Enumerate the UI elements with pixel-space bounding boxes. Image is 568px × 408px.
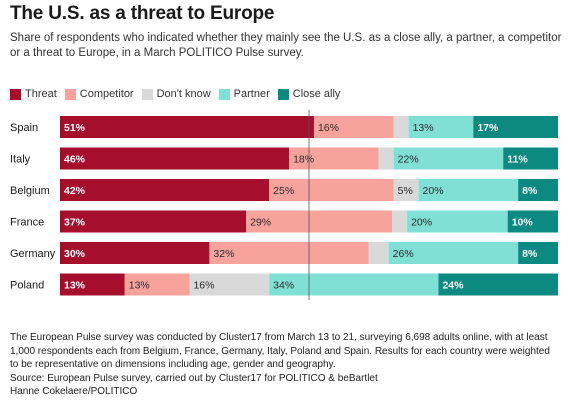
bar-segment [518,242,558,264]
data-label: 13% [129,280,150,292]
category-label: France [10,217,44,229]
data-label: 51% [64,122,86,134]
bar-segment [388,242,519,264]
data-label: 34% [273,280,294,292]
bar-segment [269,273,439,296]
bar-segment [518,179,558,201]
data-label: 32% [213,248,234,260]
source-line: Source: European Pulse survey, carried o… [10,372,378,384]
bar-segment [269,179,394,201]
bar-segment [507,210,558,233]
chart-subtitle: Share of respondents who indicated wheth… [10,32,562,59]
data-label: 8% [522,248,538,260]
bar-segment [289,147,379,170]
legend-label: Threat [25,88,57,100]
data-label: 22% [398,154,419,166]
bar-segment [60,210,247,233]
credit-line: Hanne Cokelaere/POLITICO [10,386,138,397]
bar-segment [392,210,408,233]
bar-segment [60,273,125,296]
bar-segment [407,210,508,233]
legend-item: Competitor [64,88,134,100]
legend-swatch [218,88,230,100]
bar-segment [313,116,394,138]
legend-swatch [141,88,153,100]
bar-segment [393,147,504,170]
bar-segment [246,210,392,233]
legend-item: Close ally [277,88,341,100]
data-label: 20% [423,185,444,197]
data-label: 10% [512,217,534,229]
bar-segment [209,242,369,264]
stacked-bar-chart: Spain 51% 16% 13% 17% Italy 46% 18% 22% 11% Belgiu… [10,110,558,300]
category-label: Spain [10,122,38,134]
legend-label: Close ally [292,88,341,100]
category-label: Belgium [10,185,50,197]
data-label: 16% [193,280,214,292]
bar-segment [418,179,519,201]
bar-segment [503,147,558,170]
legend-swatch [10,88,21,100]
bar-segment [60,242,210,264]
data-label: 11% [507,154,528,166]
bar-segment [60,147,290,170]
data-label: 26% [393,248,414,260]
survey-note: The European Pulse survey was conducted … [10,332,550,370]
data-label: 30% [64,248,86,260]
bar-segment [473,116,558,138]
bar-segment [189,273,270,296]
data-label: 17% [477,122,499,134]
category-label: Germany [10,248,56,260]
data-label: 18% [293,154,314,166]
legend-swatch [277,88,289,100]
data-label: 16% [318,122,339,134]
chart-title: The U.S. as a threat to Europe [10,3,275,24]
bar-segment [408,116,474,138]
bar-segment [393,116,409,138]
bar-segment [124,273,190,296]
bar-segment [60,116,314,138]
bar-segment [393,179,419,201]
data-label: 24% [442,280,464,292]
data-label: 29% [250,217,271,229]
bar-segment [438,273,558,296]
category-label: Italy [10,154,31,166]
data-label: 20% [411,217,432,229]
bar-segment [60,179,270,201]
legend-label: Competitor [79,88,134,100]
footnote: The European Pulse survey was conducted … [10,331,558,399]
data-label: 46% [64,154,86,166]
data-label: 8% [522,185,538,197]
legend-swatch [64,88,76,100]
data-label: 37% [64,217,86,229]
bar-segment [378,147,394,170]
category-label: Poland [10,280,44,292]
data-label: 42% [64,185,86,197]
legend-item: Don't know [141,88,211,100]
bar-segment [368,242,389,264]
data-label: 13% [64,280,86,292]
legend-item: Partner [218,88,270,100]
data-label: 25% [273,185,294,197]
legend-label: Partner [233,88,270,100]
data-label: 5% [398,185,413,197]
chart-legend: Threat Competitor Don't know Partner Close a… [10,87,348,101]
legend-item: Threat [10,88,57,100]
legend-label: Don't know [156,88,211,100]
data-label: 13% [413,122,434,134]
